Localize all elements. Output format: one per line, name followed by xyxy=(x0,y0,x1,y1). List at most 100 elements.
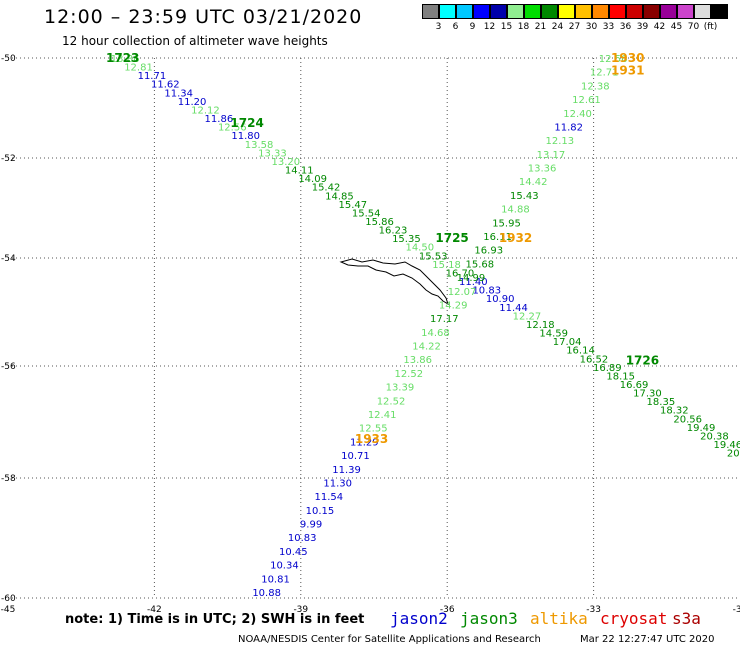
lon-tick-label: -39 xyxy=(293,605,308,615)
swh-value-label: 13.39 xyxy=(386,383,415,394)
pass-number-label: 1930 xyxy=(611,51,644,65)
swh-value-label: 15.42 xyxy=(312,183,341,194)
swh-value-label: 14.85 xyxy=(325,191,354,202)
credit-line: NOAA/NESDIS Center for Satellite Applica… xyxy=(238,634,541,645)
swh-value-label: 10.71 xyxy=(341,451,370,462)
pass-number-label: 1932 xyxy=(499,231,532,245)
pass-number-label: 1723 xyxy=(106,51,139,65)
scale-swatch xyxy=(643,4,660,19)
island-coastline xyxy=(339,258,449,306)
swh-value-label: 15.53 xyxy=(419,251,448,262)
scale-label: 39 xyxy=(636,22,649,32)
swh-value-label: 14.99 xyxy=(457,273,486,284)
swh-value-label: 12.18 xyxy=(526,320,555,331)
swh-value-label: 15.35 xyxy=(392,234,421,245)
scale-label: 18 xyxy=(517,22,530,32)
swh-value-label: 14.88 xyxy=(501,205,530,216)
scale-label: 36 xyxy=(619,22,632,32)
altimeter-tracks: 13.8612.8111.7111.6211.3411.2012.1211.86… xyxy=(106,51,740,599)
swh-value-label: 20.44 xyxy=(727,449,740,460)
swh-value-label: 13.36 xyxy=(528,164,557,175)
swh-value-label: 10.83 xyxy=(288,533,317,544)
swh-value-label: 14.22 xyxy=(412,342,441,353)
swh-value-label: 13.17 xyxy=(537,150,566,161)
map-title: 12:00 – 23:59 UTC 03/21/2020 xyxy=(44,6,363,28)
swh-value-label: 20.56 xyxy=(673,414,702,425)
swh-value-label: 10.45 xyxy=(279,547,308,558)
swh-value-label: 11.82 xyxy=(554,122,583,133)
legend-item-s3a: s3a xyxy=(672,609,701,628)
scale-label: 15 xyxy=(500,22,513,32)
lat-tick-label: -50 xyxy=(1,54,16,64)
legend-item-altika: altika xyxy=(530,609,588,628)
lat-tick-label: -54 xyxy=(1,254,16,264)
swh-value-label: 16.70 xyxy=(446,268,475,279)
lon-tick-label: -30 xyxy=(733,605,740,615)
swh-value-label: 15.54 xyxy=(352,208,381,219)
scale-label: 21 xyxy=(534,22,547,32)
swh-value-label: 10.81 xyxy=(261,574,290,585)
swh-value-label: 17.30 xyxy=(633,389,662,400)
swh-value-label: 11.54 xyxy=(315,492,344,503)
scale-label: 9 xyxy=(469,22,476,32)
swh-value-label: 12.56 xyxy=(599,54,628,65)
swh-value-label: 14.11 xyxy=(285,166,314,177)
swh-value-label: 14.50 xyxy=(405,243,434,254)
swh-value-label: 14.59 xyxy=(539,329,568,340)
footer-note: note: 1) Time is in UTC; 2) SWH is in fe… xyxy=(65,612,365,627)
swh-value-label: 13.33 xyxy=(258,148,287,159)
lat-tick-label: -52 xyxy=(1,154,16,164)
scale-label: 27 xyxy=(568,22,581,32)
swh-value-label: 12.12 xyxy=(191,105,220,116)
swh-value-label: 16.93 xyxy=(474,246,503,257)
pass-number-label: 1931 xyxy=(611,64,644,78)
swh-value-label: 16.69 xyxy=(620,380,649,391)
swh-value-label: 18.15 xyxy=(606,371,635,382)
lat-tick-label: -60 xyxy=(1,594,16,604)
swh-value-label: 17.17 xyxy=(430,314,459,325)
swh-value-label: 12.61 xyxy=(572,95,601,106)
swh-value-label: 14.42 xyxy=(519,177,548,188)
scale-label: 45 xyxy=(670,22,683,32)
scale-label: 6 xyxy=(452,22,459,32)
scale-label: (ft) xyxy=(703,22,718,32)
lat-tick-label: -58 xyxy=(1,474,16,484)
generation-timestamp: Mar 22 12:27:47 UTC 2020 xyxy=(580,634,715,645)
scale-swatch xyxy=(677,4,694,19)
scale-swatch xyxy=(711,4,728,19)
swh-value-label: 13.86 xyxy=(111,54,140,65)
swh-value-label: 12.52 xyxy=(377,396,406,407)
swh-value-label: 19.46 xyxy=(714,440,740,451)
swh-value-label: 10.90 xyxy=(486,294,515,305)
swh-value-label: 15.18 xyxy=(432,260,461,271)
scale-swatch xyxy=(575,4,592,19)
swh-value-label: 12.56 xyxy=(218,123,247,134)
swh-value-label: 11.29 xyxy=(350,437,379,448)
swh-value-label: 12.07 xyxy=(448,287,477,298)
swh-value-label: 19.49 xyxy=(687,423,716,434)
scale-label: 24 xyxy=(551,22,564,32)
pass-number-label: 1724 xyxy=(230,116,263,130)
lon-tick-label: -45 xyxy=(1,605,16,615)
lat-tick-label: -56 xyxy=(1,362,16,372)
swh-value-label: 12.27 xyxy=(513,311,542,322)
lat-lon-grid: -45 -42 -39 -36 -33 -30 -50 -52 -54 -56 -58 -60 xyxy=(1,54,740,615)
swh-value-label: 18.32 xyxy=(660,406,689,417)
scale-swatch xyxy=(422,4,439,19)
pass-number-label: 1933 xyxy=(355,432,388,446)
legend-item-cryosat: cryosat xyxy=(600,609,668,628)
swh-value-label: 12.55 xyxy=(359,424,388,435)
scale-swatch xyxy=(456,4,473,19)
swh-value-label: 11.39 xyxy=(332,465,361,476)
swh-value-label: 16.23 xyxy=(379,226,408,237)
lon-tick-label: -33 xyxy=(586,605,601,615)
swh-value-label: 15.68 xyxy=(466,259,495,270)
lon-tick-label: -36 xyxy=(440,605,455,615)
legend-item-jason3: jason3 xyxy=(460,609,518,628)
swh-value-label: 15.47 xyxy=(338,200,367,211)
pass-number-label: 1726 xyxy=(626,354,659,368)
swh-value-label: 10.83 xyxy=(472,286,501,297)
swh-value-label: 18.35 xyxy=(647,397,676,408)
scale-label: 12 xyxy=(483,22,496,32)
scale-swatch xyxy=(626,4,643,19)
